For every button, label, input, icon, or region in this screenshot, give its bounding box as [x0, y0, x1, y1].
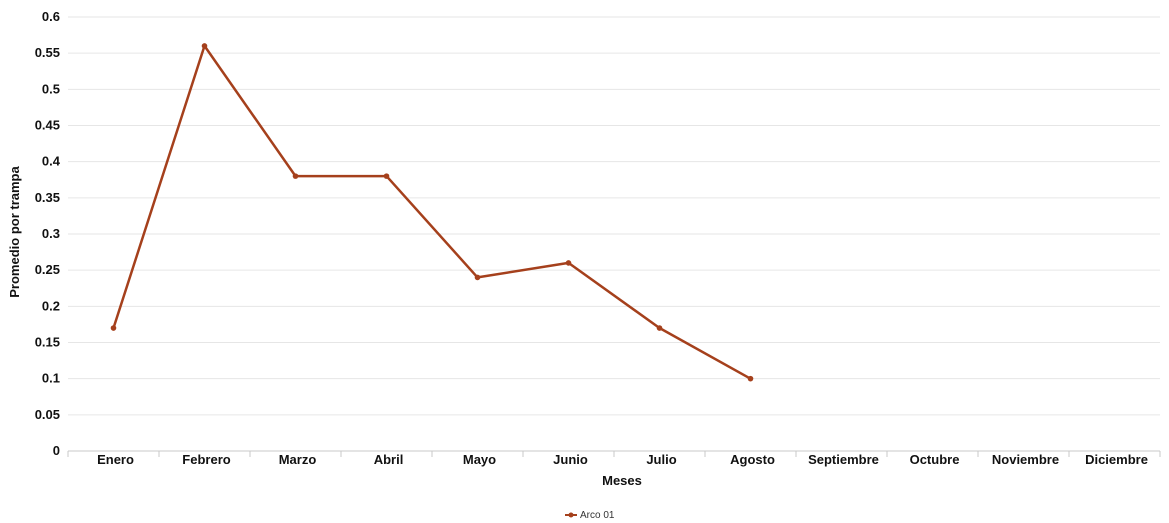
y-tick-label: 0.6: [42, 9, 60, 24]
x-tick-label: Mayo: [463, 452, 496, 467]
series-layer: [110, 43, 754, 382]
x-tick-label: Diciembre: [1085, 452, 1148, 467]
gridlines: [68, 16, 1160, 452]
x-tick-label: Agosto: [730, 452, 775, 467]
x-tick-label: Febrero: [182, 452, 230, 467]
legend-label: Arco 01: [580, 510, 615, 521]
data-point[interactable]: [201, 43, 208, 49]
y-tick-label: 0.3: [42, 226, 60, 241]
y-tick-label: 0: [53, 443, 60, 458]
y-tick-label: 0.1: [42, 371, 60, 386]
y-tick-label: 0.45: [35, 118, 60, 133]
y-tick-label: 0.4: [42, 154, 61, 169]
y-axis-title: Promedio por trampa: [7, 165, 22, 297]
x-axis: [67, 450, 1161, 457]
x-tick-label: Julio: [646, 452, 676, 467]
x-tick-label: Marzo: [279, 452, 317, 467]
data-point[interactable]: [474, 274, 481, 281]
y-tick-label: 0.2: [42, 298, 60, 313]
data-point[interactable]: [656, 325, 663, 331]
y-tick-label: 0.15: [35, 335, 60, 350]
y-tick-label: 0.55: [35, 45, 60, 60]
x-tick-label: Septiembre: [808, 452, 879, 467]
data-point[interactable]: [292, 173, 299, 179]
legend[interactable]: Arco 01: [565, 510, 615, 521]
x-axis-ticks: Enero Febrero Marzo Abril Mayo Junio Julio Agos…: [97, 452, 1148, 467]
x-tick-label: Octubre: [910, 452, 960, 467]
x-axis-title: Meses: [602, 473, 642, 488]
x-tick-label: Noviembre: [992, 452, 1059, 467]
series-line[interactable]: [112, 44, 752, 380]
data-point[interactable]: [383, 173, 390, 179]
legend-swatch-marker: [568, 512, 574, 518]
y-tick-label: 0.5: [42, 81, 60, 96]
y-axis-ticks: 0 0.05 0.1 0.15 0.2 0.25 0.3 0.35 0.4 0.45 0.5 0.55…: [35, 9, 61, 458]
x-tick-label: Abril: [374, 452, 404, 467]
x-tick-label: Junio: [553, 452, 588, 467]
x-tick-label: Enero: [97, 452, 134, 467]
y-tick-label: 0.35: [35, 190, 60, 205]
data-point[interactable]: [747, 375, 754, 382]
y-tick-label: 0.05: [35, 407, 60, 422]
data-point[interactable]: [110, 325, 117, 331]
y-tick-label: 0.25: [35, 262, 60, 277]
data-point[interactable]: [565, 260, 572, 266]
